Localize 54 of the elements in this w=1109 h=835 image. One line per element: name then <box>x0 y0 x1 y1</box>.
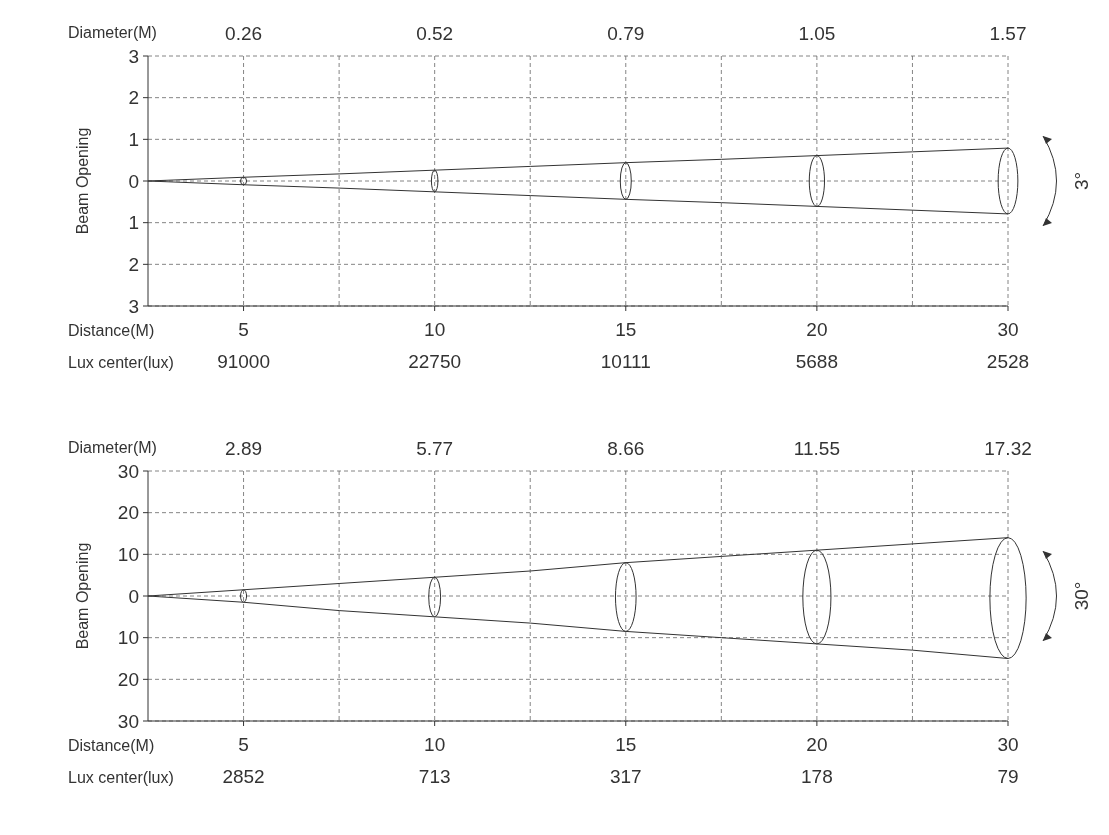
text: 0.26 <box>225 23 263 44</box>
text: 1.05 <box>798 23 836 44</box>
text: Diameter(M) <box>68 24 157 41</box>
text: Diameter(M) <box>68 439 157 456</box>
y-tick-label: 10 <box>117 543 139 565</box>
y-tick-label: 0 <box>128 585 139 607</box>
x-tick-label: 15 <box>615 319 637 340</box>
text: 2.89 <box>225 438 263 459</box>
text: 0.79 <box>607 23 645 44</box>
text: 5.77 <box>416 438 454 459</box>
x-tick-label: 20 <box>806 734 828 755</box>
text: 91000 <box>217 351 270 372</box>
x-tick-label: 5 <box>238 734 249 755</box>
text: 5688 <box>795 351 839 372</box>
x-axis-title: Distance(M) <box>68 322 155 339</box>
y-tick-label: 30 <box>117 460 139 482</box>
y-axis-title: Beam Opening <box>74 542 91 650</box>
text: Lux center(lux) <box>68 354 174 371</box>
y-axis-title: Beam Opening <box>74 127 91 235</box>
y-tick-label: 20 <box>117 668 139 690</box>
y-tick-label: 20 <box>117 502 139 524</box>
y-tick-label: 1 <box>128 128 139 150</box>
x-tick-label: 20 <box>806 319 828 340</box>
x-axis-title: Distance(M) <box>68 737 155 754</box>
y-tick-label: 3 <box>128 45 139 67</box>
text: 10111 <box>600 351 651 372</box>
text: 30° <box>1071 581 1092 611</box>
text: 3° <box>1071 171 1092 191</box>
text: 2852 <box>222 766 265 787</box>
text: 1.57 <box>989 23 1027 44</box>
y-tick-label: 30 <box>117 710 139 732</box>
y-tick-label: 2 <box>128 253 139 275</box>
text: 713 <box>418 766 451 787</box>
text: 178 <box>801 766 833 787</box>
text: 0.52 <box>416 23 454 44</box>
y-tick-label: 10 <box>117 627 139 649</box>
x-tick-label: 10 <box>424 319 446 340</box>
x-tick-label: 5 <box>238 319 249 340</box>
x-tick-label: 10 <box>424 734 446 755</box>
text: 11.55 <box>793 438 840 459</box>
y-tick-label: 0 <box>128 170 139 192</box>
y-tick-label: 1 <box>128 212 139 234</box>
text: 17.32 <box>984 438 1032 459</box>
y-tick-label: 3 <box>128 295 139 317</box>
text: 79 <box>997 766 1019 787</box>
x-tick-label: 30 <box>997 734 1019 755</box>
y-tick-label: 2 <box>128 87 139 109</box>
text: Lux center(lux) <box>68 769 174 786</box>
x-tick-label: 15 <box>615 734 637 755</box>
text: 22750 <box>408 351 462 372</box>
text: 2528 <box>986 351 1030 372</box>
text: 8.66 <box>607 438 645 459</box>
x-tick-label: 30 <box>997 319 1019 340</box>
text: 317 <box>609 766 642 787</box>
